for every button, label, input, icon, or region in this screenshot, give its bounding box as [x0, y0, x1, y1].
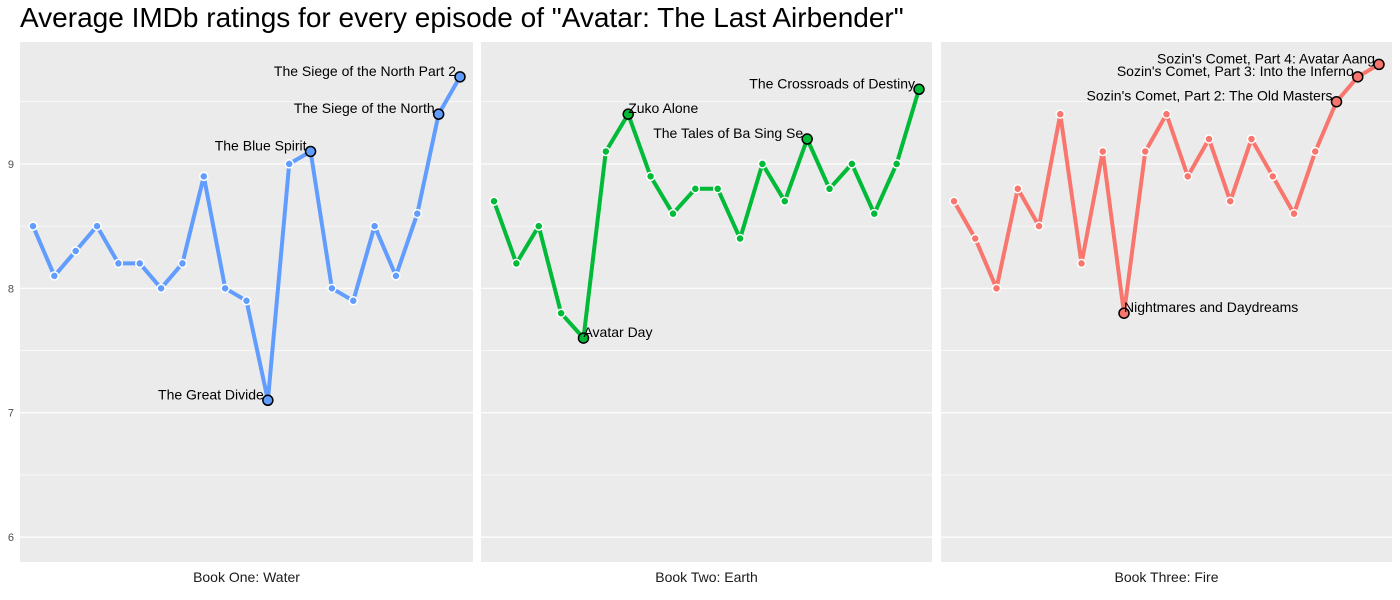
highlight-point — [1352, 71, 1364, 83]
episode-label: Avatar Day — [583, 324, 652, 340]
episode-label: The Blue Spirit — [215, 137, 307, 153]
data-point — [327, 283, 337, 294]
data-point — [991, 283, 1002, 294]
data-point — [177, 258, 188, 269]
data-point — [92, 221, 102, 231]
series-line — [492, 88, 921, 341]
facet-label: Book One: Water — [193, 569, 300, 585]
data-point — [28, 221, 38, 231]
data-point — [412, 208, 423, 219]
data-point — [1076, 258, 1087, 269]
data-point — [391, 271, 401, 281]
data-point — [1161, 109, 1172, 119]
data-point — [556, 308, 566, 318]
data-point — [1034, 221, 1044, 231]
data-point — [220, 283, 230, 294]
data-point — [156, 283, 166, 294]
data-point — [70, 246, 81, 256]
data-point — [369, 221, 380, 231]
highlight-point — [304, 145, 317, 158]
data-point — [511, 258, 522, 269]
data-point — [135, 258, 145, 269]
highlight-point — [622, 108, 634, 120]
data-point — [348, 296, 358, 306]
episode-label: The Tales of Ba Sing Se — [653, 125, 803, 141]
data-point — [891, 159, 902, 169]
panel-background — [941, 42, 1392, 562]
y-tick-label: 7 — [8, 408, 14, 420]
data-point — [1013, 184, 1023, 194]
episode-label: Zuko Alone — [628, 100, 698, 116]
data-point — [780, 196, 790, 206]
data-point — [601, 146, 611, 157]
data-point — [1310, 146, 1320, 157]
data-point — [668, 208, 678, 219]
y-tick-label: 6 — [8, 532, 14, 544]
data-point — [690, 184, 701, 194]
data-point — [1055, 109, 1065, 119]
data-point — [284, 159, 294, 169]
data-point — [869, 208, 880, 219]
data-point — [1204, 134, 1214, 144]
highlight-point — [1118, 307, 1130, 319]
data-point — [712, 184, 723, 194]
data-point — [1246, 134, 1257, 144]
highlight-point — [1373, 58, 1385, 71]
facet-label: Book Three: Fire — [1114, 569, 1218, 585]
episode-label: The Siege of the North — [294, 100, 435, 116]
data-point — [735, 233, 745, 244]
data-point — [241, 296, 252, 306]
data-point — [113, 258, 124, 269]
chart-title: Average IMDb ratings for every episode o… — [20, 2, 904, 33]
highlight-point — [262, 394, 274, 407]
highlight-point — [913, 83, 925, 96]
episode-label: The Great Divide — [158, 386, 264, 402]
highlight-point — [454, 71, 466, 83]
data-point — [1098, 146, 1108, 157]
panel-background — [481, 42, 932, 562]
data-point — [49, 271, 60, 281]
facet-label: Book Two: Earth — [655, 569, 757, 585]
data-point — [949, 196, 959, 206]
episode-label: Sozin's Comet, Part 2: The Old Masters — [1087, 88, 1333, 104]
data-point — [1289, 208, 1299, 219]
episode-label: The Siege of the North Part 2 — [274, 63, 456, 79]
y-tick-label: 9 — [8, 159, 14, 171]
y-tick-label: 8 — [8, 283, 14, 295]
episode-label: The Crossroads of Destiny — [749, 75, 915, 91]
highlight-point — [1330, 95, 1343, 108]
data-point — [757, 159, 768, 169]
episode-label: Sozin's Comet, Part 4: Avatar Aang — [1157, 50, 1375, 66]
data-point — [645, 171, 656, 182]
data-point — [489, 196, 499, 206]
episode-label: Nightmares and Daydreams — [1124, 299, 1298, 315]
data-point — [199, 171, 209, 182]
data-point — [1268, 171, 1278, 182]
data-point — [847, 159, 857, 169]
data-point — [533, 221, 544, 231]
highlight-point — [577, 332, 590, 344]
data-point — [1140, 146, 1150, 157]
data-point — [824, 184, 835, 194]
data-point — [1183, 171, 1193, 182]
highlight-point — [801, 133, 813, 145]
data-point — [1225, 196, 1235, 206]
highlight-point — [432, 108, 445, 120]
episode-label: Sozin's Comet, Part 3: Into the Inferno — [1117, 63, 1354, 79]
data-point — [970, 233, 980, 244]
